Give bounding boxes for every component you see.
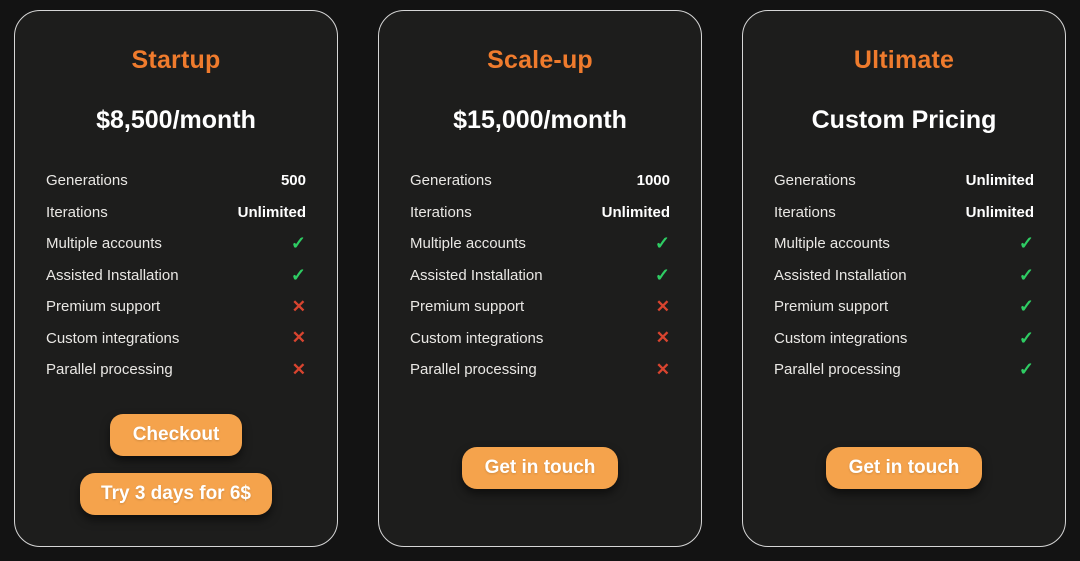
- cross-icon: ✕: [291, 359, 306, 379]
- feature-value: Unlimited: [237, 203, 306, 221]
- feature-list: Generations 500 Iterations Unlimited Mul…: [46, 165, 306, 386]
- feature-label: Iterations: [774, 203, 836, 221]
- feature-row: Assisted Installation ✓: [410, 260, 670, 292]
- feature-label: Assisted Installation: [410, 266, 543, 284]
- feature-label: Premium support: [410, 298, 525, 316]
- check-icon: ✓: [290, 264, 306, 285]
- feature-row: Iterations Unlimited: [774, 197, 1034, 229]
- feature-label: Custom integrations: [410, 329, 544, 347]
- get-in-touch-button[interactable]: Get in touch: [461, 446, 619, 489]
- feature-label: Custom integrations: [774, 329, 908, 347]
- feature-label: Multiple accounts: [410, 235, 526, 253]
- feature-label: Multiple accounts: [774, 235, 890, 253]
- feature-row: Generations 1000: [410, 165, 670, 197]
- plan-price: $15,000/month: [453, 106, 627, 134]
- feature-value: Unlimited: [965, 203, 1034, 221]
- feature-row: Premium support ✓: [774, 291, 1034, 323]
- feature-row: Premium support ✕: [410, 291, 670, 323]
- feature-row: Premium support ✕: [46, 291, 306, 323]
- feature-label: Generations: [46, 172, 128, 190]
- feature-label: Multiple accounts: [46, 235, 162, 253]
- feature-label: Generations: [410, 172, 492, 190]
- check-icon: ✓: [1018, 327, 1034, 348]
- feature-label: Premium support: [46, 298, 161, 316]
- feature-row: Parallel processing ✕: [46, 354, 306, 386]
- cross-icon: ✕: [655, 328, 670, 348]
- feature-label: Premium support: [774, 298, 889, 316]
- feature-label: Custom integrations: [46, 329, 180, 347]
- feature-row: Iterations Unlimited: [410, 197, 670, 229]
- checkout-button[interactable]: Checkout: [109, 413, 243, 456]
- card-buttons: Checkout Try 3 days for 6$: [46, 386, 306, 515]
- pricing-cards-container: Startup $8,500/month Generations 500 Ite…: [14, 10, 1066, 547]
- cross-icon: ✕: [655, 359, 670, 379]
- plan-price: Custom Pricing: [811, 106, 997, 134]
- feature-value: 1000: [636, 172, 670, 190]
- feature-label: Assisted Installation: [46, 266, 179, 284]
- feature-row: Parallel processing ✕: [410, 354, 670, 386]
- plan-title: Ultimate: [853, 46, 955, 74]
- check-icon: ✓: [1018, 264, 1034, 285]
- pricing-card-scale-up: Scale-up $15,000/month Generations 1000 …: [378, 10, 702, 547]
- feature-row: Parallel processing ✓: [774, 354, 1034, 386]
- feature-list: Generations 1000 Iterations Unlimited Mu…: [410, 165, 670, 386]
- card-buttons: Get in touch: [410, 386, 670, 489]
- check-icon: ✓: [1018, 359, 1034, 380]
- feature-label: Iterations: [410, 203, 472, 221]
- feature-label: Parallel processing: [774, 361, 901, 379]
- feature-row: Custom integrations ✕: [410, 323, 670, 355]
- feature-row: Iterations Unlimited: [46, 197, 306, 229]
- plan-title: Startup: [131, 46, 221, 74]
- plan-price: $8,500/month: [96, 106, 256, 134]
- check-icon: ✓: [290, 233, 306, 254]
- feature-value: Unlimited: [601, 203, 670, 221]
- check-icon: ✓: [1018, 296, 1034, 317]
- feature-row: Generations Unlimited: [774, 165, 1034, 197]
- card-buttons: Get in touch: [774, 386, 1034, 489]
- plan-title: Scale-up: [487, 46, 593, 74]
- cross-icon: ✕: [291, 328, 306, 348]
- feature-value: Unlimited: [965, 172, 1034, 190]
- check-icon: ✓: [654, 233, 670, 254]
- feature-row: Generations 500: [46, 165, 306, 197]
- feature-label: Parallel processing: [410, 361, 537, 379]
- feature-row: Custom integrations ✓: [774, 323, 1034, 355]
- cross-icon: ✕: [291, 296, 306, 316]
- feature-label: Iterations: [46, 203, 108, 221]
- feature-row: Multiple accounts ✓: [774, 228, 1034, 260]
- check-icon: ✓: [1018, 233, 1034, 254]
- feature-label: Generations: [774, 172, 856, 190]
- feature-row: Custom integrations ✕: [46, 323, 306, 355]
- trial-button[interactable]: Try 3 days for 6$: [80, 472, 272, 515]
- cross-icon: ✕: [655, 296, 670, 316]
- feature-row: Multiple accounts ✓: [46, 228, 306, 260]
- get-in-touch-button[interactable]: Get in touch: [825, 446, 983, 489]
- feature-label: Parallel processing: [46, 361, 173, 379]
- feature-row: Multiple accounts ✓: [410, 228, 670, 260]
- feature-value: 500: [280, 172, 306, 190]
- feature-list: Generations Unlimited Iterations Unlimit…: [774, 165, 1034, 386]
- pricing-card-startup: Startup $8,500/month Generations 500 Ite…: [14, 10, 338, 547]
- feature-row: Assisted Installation ✓: [774, 260, 1034, 292]
- check-icon: ✓: [654, 264, 670, 285]
- pricing-card-ultimate: Ultimate Custom Pricing Generations Unli…: [742, 10, 1066, 547]
- feature-label: Assisted Installation: [774, 266, 907, 284]
- feature-row: Assisted Installation ✓: [46, 260, 306, 292]
